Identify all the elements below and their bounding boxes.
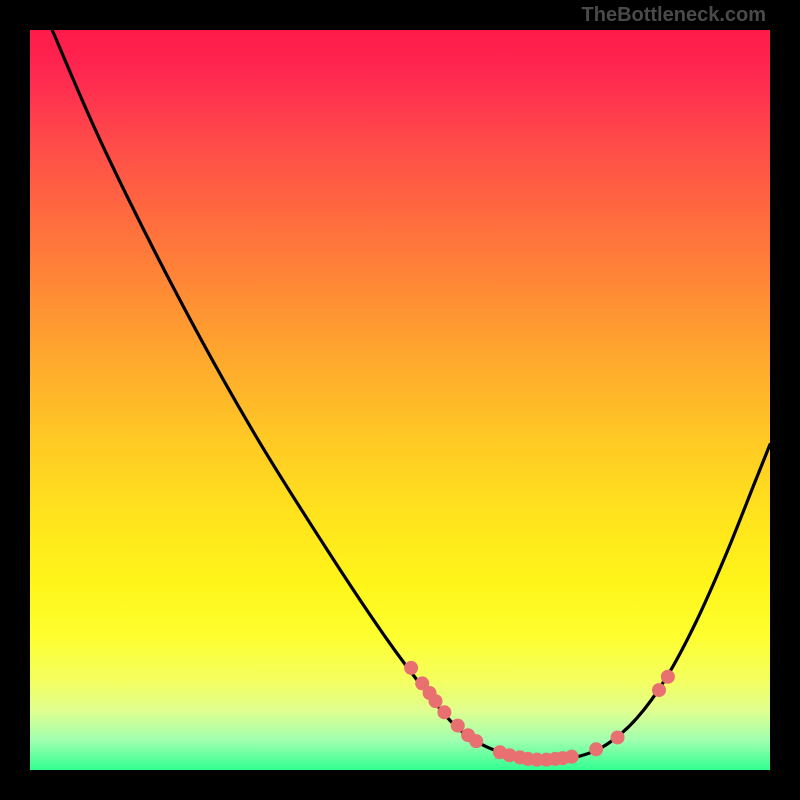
plot-area <box>30 30 770 770</box>
frame-left <box>0 0 30 800</box>
chart-container: TheBottleneck.com <box>0 0 800 800</box>
frame-right <box>770 0 800 800</box>
gradient-background <box>30 30 770 770</box>
frame-bottom <box>0 770 800 800</box>
watermark-text: TheBottleneck.com <box>582 4 766 27</box>
